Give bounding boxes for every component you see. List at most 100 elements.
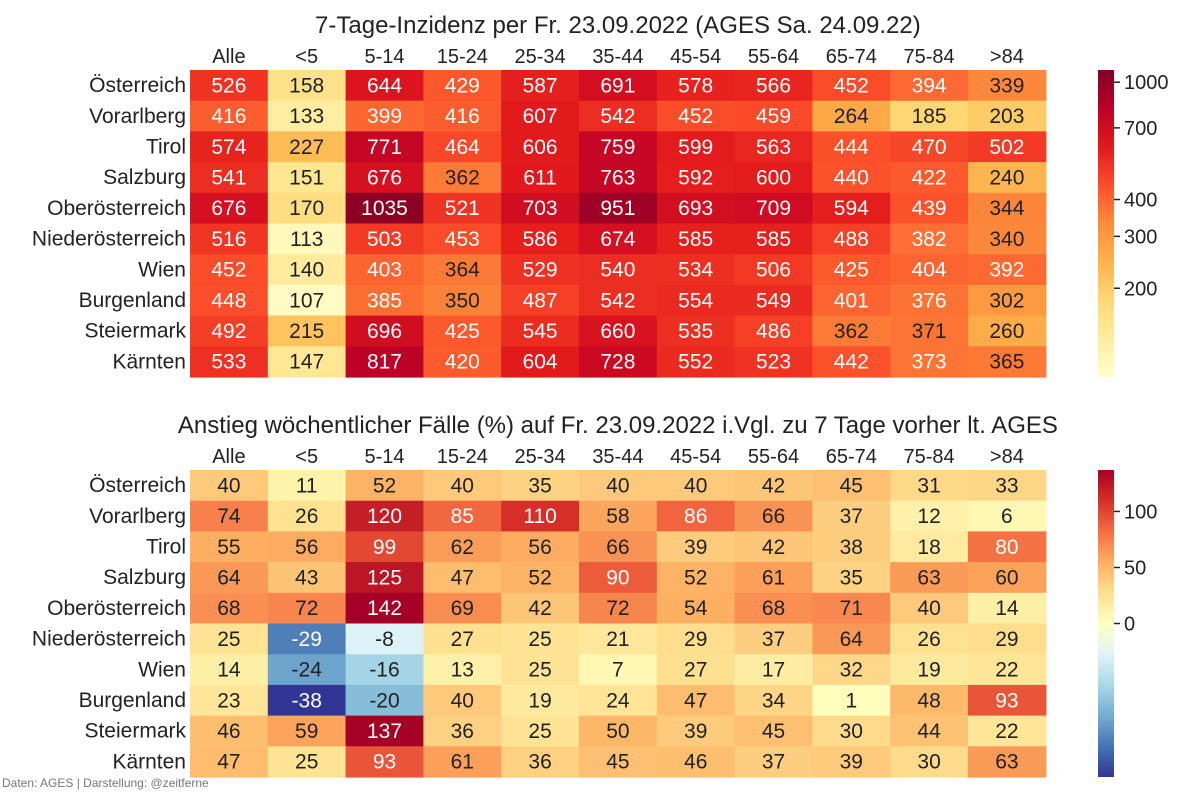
row-label: Oberösterreich [47,597,186,620]
cell-value-label: 554 [678,289,713,312]
cell-value-label: 578 [678,74,713,97]
cell-value-label: 422 [912,167,947,190]
cell-value-label: 36 [528,751,551,774]
cell-value-label: 506 [756,259,791,282]
colorbar-tick-label: 700 [1124,118,1157,140]
cell-value-label: 32 [840,659,863,682]
cell-value-label: 33 [995,474,1018,497]
cell-value-label: 373 [912,351,947,374]
cell-value-label: 542 [600,105,635,128]
cell-value-label: 110 [523,505,556,528]
heatmap-cell [345,746,424,778]
cell-value-label: 29 [995,628,1018,651]
heatmap-cell [812,746,891,778]
cell-value-label: 340 [989,228,1024,251]
cell-value-label: 676 [211,197,246,220]
heatmap-cell [423,592,502,625]
cell-value-label: 429 [445,74,480,97]
heatmap-cell [579,562,658,594]
heatmap-cell [501,562,580,594]
heatmap-cell [734,500,813,532]
column-label: 75-84 [904,446,955,468]
cell-value-label: 594 [834,197,869,220]
heatmap-cell [501,100,580,132]
cell-value-label: 18 [917,536,940,559]
heatmap-cell [267,623,347,655]
heatmap-cell [501,162,580,194]
cell-value-label: 58 [606,505,629,528]
cell-value-label: 62 [451,536,474,559]
heatmap-cell [501,254,580,286]
heatmap-cell [656,500,736,532]
heatmap-cell [579,284,658,317]
cell-value-label: 17 [762,659,785,682]
heatmap-cell [734,315,813,347]
heatmap-cell [734,70,813,102]
heatmap-cell [501,500,580,532]
cell-value-label: 30 [917,751,940,774]
cell-value-label: 563 [756,136,791,159]
heatmap-cell [423,684,502,717]
heatmap-cell [579,592,658,625]
cell-value-label: 529 [523,259,558,282]
cell-value-label: 470 [912,136,947,159]
column-label: 45-54 [670,46,721,68]
cell-value-label: 66 [606,536,629,559]
heatmap-cell [579,746,658,778]
heatmap-cell [423,500,502,532]
cell-value-label: 72 [606,597,629,620]
cell-value-label: 29 [684,628,707,651]
heatmap-cell [345,192,424,225]
heatmap-cell [579,470,658,502]
heatmap-cell [190,562,269,594]
heatmap-cell [501,654,580,686]
heatmap-cell [734,254,813,286]
heatmap-cell [968,315,1047,347]
cell-value-label: 759 [600,136,635,159]
cell-value-label: 31 [917,474,940,497]
column-label: <5 [295,46,318,68]
heatmap-cell [267,684,347,717]
cell-value-label: 728 [600,351,635,374]
heatmap-cell [968,623,1047,655]
chart-title: Anstieg wöchentlicher Fälle (%) auf Fr. … [178,412,1058,439]
cell-value-label: 63 [917,567,940,590]
heatmap-cell [501,284,580,317]
column-label: 5-14 [364,446,404,468]
cell-value-label: 61 [762,567,785,590]
heatmap-cell [890,500,969,532]
heatmap-cell [345,223,424,255]
cell-value-label: 452 [834,74,869,97]
cell-value-label: 404 [912,259,947,282]
cell-value-label: 45 [762,720,785,743]
heatmap-cell [423,315,502,347]
heatmap-cell [812,131,891,163]
heatmap-cell [812,623,891,655]
cell-value-label: 385 [367,289,402,312]
heatmap-cell [890,254,969,286]
cell-value-label: -8 [375,628,394,651]
cell-value-label: 25 [528,659,551,682]
cell-value-label: 64 [217,567,241,590]
cell-value-label: 1 [845,689,857,712]
heatmap-cell [734,592,813,625]
cell-value-label: 600 [756,167,791,190]
heatmap-cell [656,254,736,286]
heatmap-cell [267,746,347,778]
heatmap-cell [579,162,658,194]
cell-value-label: 545 [523,320,558,343]
heatmap-cell [267,284,347,317]
cell-value-label: 60 [995,567,1018,590]
column-label: 15-24 [437,46,488,68]
heatmap-cell [734,623,813,655]
row-label: Niederösterreich [32,628,186,651]
cell-value-label: 416 [445,105,480,128]
cell-value-label: 69 [451,597,474,620]
heatmap-cell [968,531,1047,563]
cell-value-label: 425 [445,320,480,343]
cell-value-label: 86 [684,505,707,528]
cell-value-label: 64 [840,628,864,651]
heatmap-cell [345,131,424,163]
column-label: 25-34 [515,46,566,68]
cell-value-label: 516 [211,228,246,251]
